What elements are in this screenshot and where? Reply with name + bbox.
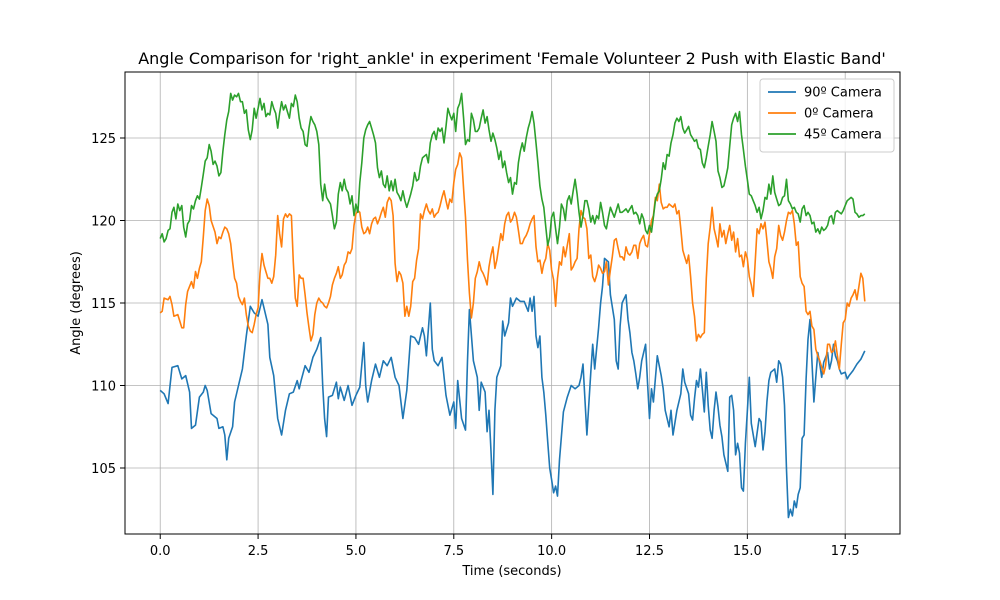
legend: 90º Camera 0º Camera 45º Camera: [759, 78, 895, 153]
series-line-2: [159, 92, 866, 247]
y-tick-label: 120: [91, 215, 116, 230]
x-tick-label: 0.0: [150, 544, 171, 559]
y-tick-label: 110: [91, 380, 116, 395]
legend-label-0: 90º Camera: [804, 86, 882, 101]
x-tick-label: 15.0: [733, 544, 762, 559]
y-tick-label: 105: [91, 462, 116, 477]
legend-label-2: 45º Camera: [804, 128, 882, 143]
x-tick-label: 10.0: [537, 544, 566, 559]
y-tick-label: 125: [91, 132, 116, 147]
x-axis-label: Time (seconds): [461, 564, 561, 579]
y-axis-label: Angle (degrees): [69, 251, 84, 355]
y-tick-label: 115: [91, 297, 116, 312]
series-line-0: [159, 257, 866, 519]
x-tick-label: 2.5: [248, 544, 269, 559]
x-tick-label: 12.5: [635, 544, 664, 559]
legend-label-1: 0º Camera: [804, 107, 874, 122]
series-layer: [159, 92, 866, 519]
x-tick-label: 17.5: [831, 544, 860, 559]
x-tick-label: 5.0: [346, 544, 367, 559]
series-line-1: [159, 152, 866, 375]
y-axis: 105 110 115 120 125: [91, 132, 125, 477]
x-axis: 0.0 2.5 5.0 7.5 10.0 12.5 15.0 17.5: [150, 534, 860, 559]
chart-title: Angle Comparison for 'right_ankle' in ex…: [138, 49, 886, 69]
x-tick-label: 7.5: [443, 544, 464, 559]
